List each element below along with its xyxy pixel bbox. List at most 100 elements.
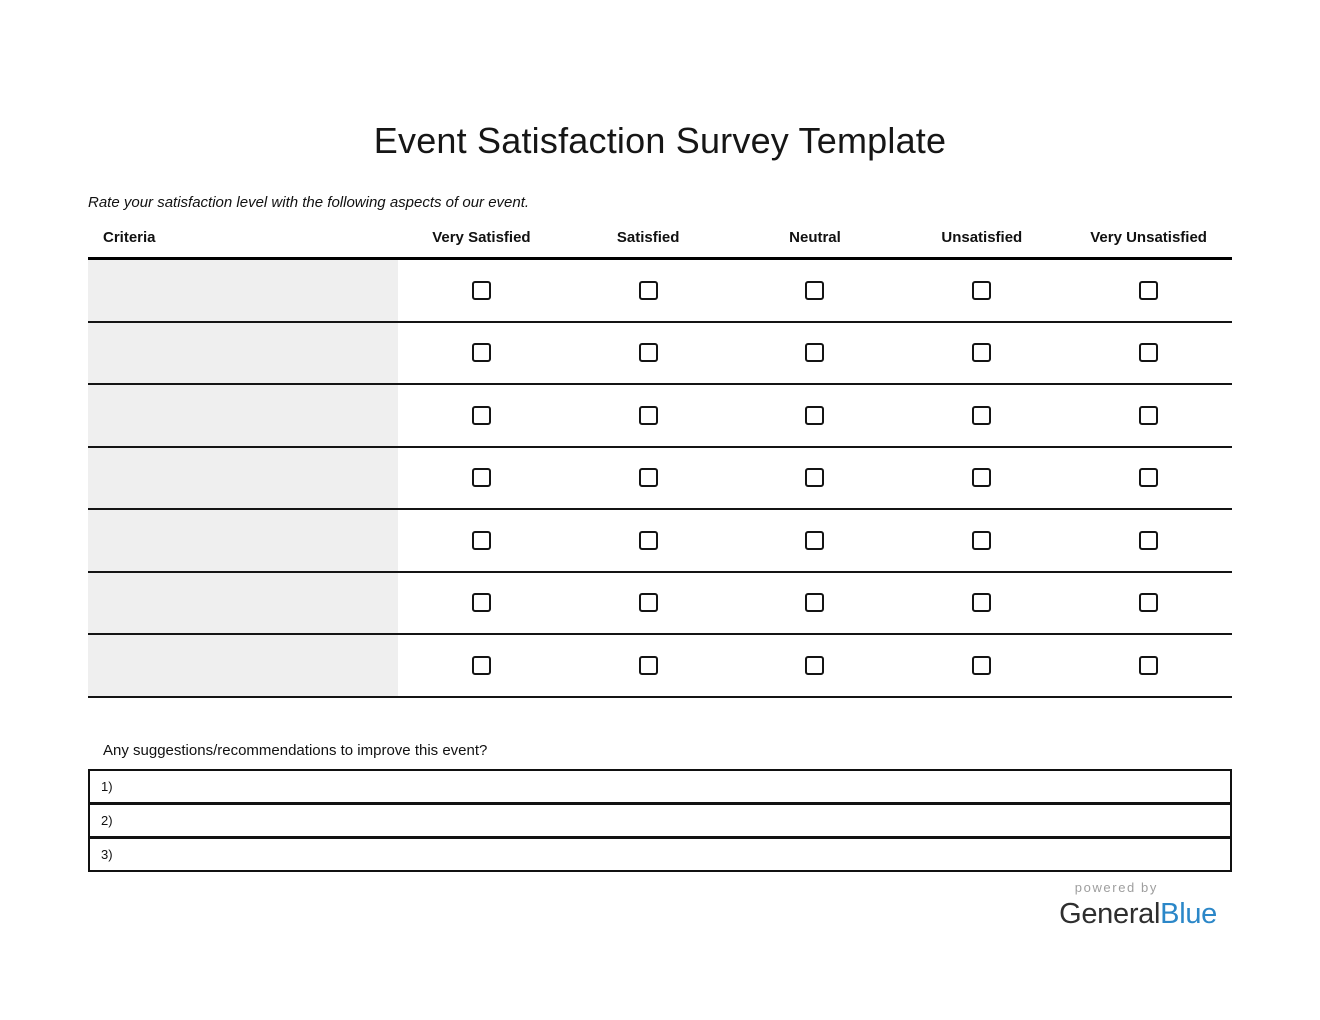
suggestions-label: Any suggestions/recommendations to impro… — [103, 742, 488, 759]
checkbox-neutral[interactable] — [805, 468, 825, 488]
option-cell — [732, 655, 899, 675]
checkbox-satisfied[interactable] — [638, 530, 658, 550]
table-row — [88, 510, 1232, 573]
option-cell — [565, 593, 732, 613]
option-cell — [898, 280, 1065, 300]
checkbox-satisfied[interactable] — [638, 655, 658, 675]
checkbox-satisfied[interactable] — [638, 405, 658, 425]
option-cell — [898, 405, 1065, 425]
option-cell — [732, 343, 899, 363]
checkbox-unsatisfied[interactable] — [972, 593, 992, 613]
table-row — [88, 572, 1232, 635]
option-cell — [898, 343, 1065, 363]
criteria-cell[interactable] — [88, 510, 398, 571]
checkbox-neutral[interactable] — [805, 655, 825, 675]
option-cell — [565, 468, 732, 488]
checkbox-very-unsatisfied[interactable] — [1139, 593, 1159, 613]
option-cell — [1065, 343, 1232, 363]
checkbox-very-satisfied[interactable] — [471, 530, 491, 550]
table-row — [88, 635, 1232, 698]
criteria-cell[interactable] — [88, 447, 398, 508]
checkbox-neutral[interactable] — [805, 405, 825, 425]
checkbox-very-satisfied[interactable] — [471, 343, 491, 363]
checkbox-very-unsatisfied[interactable] — [1139, 280, 1159, 300]
table-row — [88, 322, 1232, 385]
checkbox-very-satisfied[interactable] — [471, 655, 491, 675]
checkbox-unsatisfied[interactable] — [972, 280, 992, 300]
option-cell — [565, 343, 732, 363]
option-cell — [398, 655, 565, 675]
option-cell — [898, 655, 1065, 675]
option-cell — [732, 405, 899, 425]
checkbox-very-satisfied[interactable] — [471, 405, 491, 425]
suggestion-row-2[interactable]: 2) — [88, 803, 1232, 838]
checkbox-neutral[interactable] — [805, 280, 825, 300]
criteria-cell[interactable] — [88, 635, 398, 696]
checkbox-very-unsatisfied[interactable] — [1139, 343, 1159, 363]
checkbox-very-satisfied[interactable] — [471, 280, 491, 300]
table-header-row: Criteria Very Satisfied Satisfied Neutra… — [88, 217, 1232, 260]
checkbox-satisfied[interactable] — [638, 343, 658, 363]
checkbox-satisfied[interactable] — [638, 468, 658, 488]
checkbox-very-unsatisfied[interactable] — [1139, 405, 1159, 425]
criteria-cell[interactable] — [88, 322, 398, 383]
column-header-very-unsatisfied: Very Unsatisfied — [1090, 228, 1207, 246]
column-header-criteria: Criteria — [103, 228, 156, 246]
brand-general-text: General — [1059, 898, 1161, 930]
checkbox-unsatisfied[interactable] — [972, 405, 992, 425]
checkbox-satisfied[interactable] — [638, 593, 658, 613]
option-cell — [898, 593, 1065, 613]
suggestion-row-3[interactable]: 3) — [88, 837, 1232, 872]
brand-blue-text: Blue — [1160, 898, 1217, 930]
suggestion-row-1[interactable]: 1) — [88, 769, 1232, 804]
option-cell — [398, 593, 565, 613]
option-cell — [898, 468, 1065, 488]
checkbox-unsatisfied[interactable] — [972, 343, 992, 363]
option-cell — [565, 405, 732, 425]
checkbox-very-satisfied[interactable] — [471, 468, 491, 488]
criteria-cell[interactable] — [88, 385, 398, 446]
option-cell — [565, 530, 732, 550]
checkbox-neutral[interactable] — [805, 343, 825, 363]
checkbox-neutral[interactable] — [805, 593, 825, 613]
option-cell — [1065, 593, 1232, 613]
survey-table-body — [88, 260, 1232, 698]
option-cell — [1065, 405, 1232, 425]
checkbox-neutral[interactable] — [805, 530, 825, 550]
generalblue-logo[interactable]: GeneralBlue — [1059, 898, 1217, 931]
option-cell — [732, 280, 899, 300]
column-header-unsatisfied: Unsatisfied — [941, 228, 1023, 246]
suggestion-number: 1) — [101, 779, 113, 794]
checkbox-very-satisfied[interactable] — [471, 593, 491, 613]
option-cell — [398, 280, 565, 300]
checkbox-very-unsatisfied[interactable] — [1139, 530, 1159, 550]
page-title: Event Satisfaction Survey Template — [373, 120, 947, 162]
checkbox-unsatisfied[interactable] — [972, 530, 992, 550]
checkbox-satisfied[interactable] — [638, 280, 658, 300]
option-cell — [732, 593, 899, 613]
table-row — [88, 260, 1232, 323]
powered-by-text: powered by — [1074, 880, 1158, 895]
option-cell — [398, 468, 565, 488]
option-cell — [1065, 530, 1232, 550]
option-cell — [1065, 280, 1232, 300]
suggestion-number: 3) — [101, 847, 113, 862]
instruction-text: Rate your satisfaction level with the fo… — [88, 194, 530, 211]
option-cell — [398, 343, 565, 363]
option-cell — [898, 530, 1065, 550]
checkbox-very-unsatisfied[interactable] — [1139, 655, 1159, 675]
checkbox-very-unsatisfied[interactable] — [1139, 468, 1159, 488]
option-cell — [565, 280, 732, 300]
option-cell — [732, 530, 899, 550]
checkbox-unsatisfied[interactable] — [972, 468, 992, 488]
table-row — [88, 447, 1232, 510]
option-cell — [732, 468, 899, 488]
option-cell — [398, 405, 565, 425]
criteria-cell[interactable] — [88, 260, 398, 321]
column-header-satisfied: Satisfied — [616, 228, 680, 246]
checkbox-unsatisfied[interactable] — [972, 655, 992, 675]
suggestion-number: 2) — [101, 813, 113, 828]
option-cell — [1065, 468, 1232, 488]
criteria-cell[interactable] — [88, 572, 398, 633]
